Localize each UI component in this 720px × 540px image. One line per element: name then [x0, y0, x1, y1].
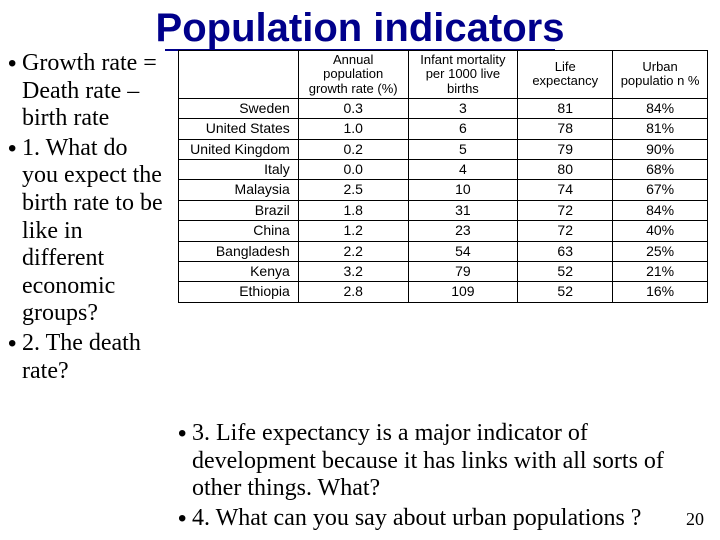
cell-value: 2.8 [298, 282, 408, 302]
cell-value: 80 [518, 160, 613, 180]
cell-value: 4 [408, 160, 518, 180]
bullet-text: 2. The death rate? [22, 330, 141, 384]
cell-value: 109 [408, 282, 518, 302]
cell-value: 81% [613, 119, 708, 139]
table-row: Kenya3.2795221% [179, 262, 708, 282]
bullet-text: 4. What can you say about urban populati… [192, 505, 641, 531]
cell-value: 6 [408, 119, 518, 139]
bullet-item: 4. What can you say about urban populati… [178, 505, 712, 533]
table-body: Sweden0.338184%United States1.067881%Uni… [179, 98, 708, 302]
table-row: United Kingdom0.257990% [179, 139, 708, 159]
cell-value: 1.2 [298, 221, 408, 241]
cell-value: 54 [408, 241, 518, 261]
cell-country: Italy [179, 160, 299, 180]
bullet-item: 3. Life expectancy is a major indicator … [178, 420, 712, 503]
cell-value: 81 [518, 98, 613, 118]
cell-value: 78 [518, 119, 613, 139]
cell-value: 0.0 [298, 160, 408, 180]
table-row: Italy0.048068% [179, 160, 708, 180]
col-header-growth: Annual population growth rate (%) [298, 51, 408, 99]
cell-value: 79 [408, 262, 518, 282]
cell-country: Brazil [179, 200, 299, 220]
cell-value: 72 [518, 221, 613, 241]
cell-value: 79 [518, 139, 613, 159]
cell-value: 52 [518, 262, 613, 282]
cell-value: 0.3 [298, 98, 408, 118]
col-header-lifeexp: Life expectancy [518, 51, 613, 99]
population-table: Annual population growth rate (%) Infant… [178, 50, 708, 303]
cell-country: Malaysia [179, 180, 299, 200]
cell-value: 74 [518, 180, 613, 200]
col-header-infant: Infant mortality per 1000 live births [408, 51, 518, 99]
cell-value: 25% [613, 241, 708, 261]
cell-value: 0.2 [298, 139, 408, 159]
cell-value: 3 [408, 98, 518, 118]
cell-value: 84% [613, 98, 708, 118]
under-table-bullets: 3. Life expectancy is a major indicator … [178, 420, 712, 534]
bullet-item: Growth rate = Death rate – birth rate [8, 50, 168, 133]
cell-value: 31 [408, 200, 518, 220]
cell-country: Sweden [179, 98, 299, 118]
cell-country: China [179, 221, 299, 241]
cell-value: 23 [408, 221, 518, 241]
cell-value: 2.5 [298, 180, 408, 200]
col-header-country [179, 51, 299, 99]
cell-value: 67% [613, 180, 708, 200]
cell-value: 40% [613, 221, 708, 241]
data-table-wrap: Annual population growth rate (%) Infant… [178, 50, 708, 303]
cell-value: 72 [518, 200, 613, 220]
table-row: Sweden0.338184% [179, 98, 708, 118]
cell-value: 1.0 [298, 119, 408, 139]
bullet-text: 3. Life expectancy is a major indicator … [192, 420, 664, 501]
bullet-item: 2. The death rate? [8, 330, 168, 385]
left-bullet-column: Growth rate = Death rate – birth rate 1.… [8, 50, 168, 387]
table-row: Bangladesh2.2546325% [179, 241, 708, 261]
table-header-row: Annual population growth rate (%) Infant… [179, 51, 708, 99]
cell-value: 52 [518, 282, 613, 302]
cell-value: 5 [408, 139, 518, 159]
table-row: Ethiopia2.81095216% [179, 282, 708, 302]
cell-country: United Kingdom [179, 139, 299, 159]
cell-country: Kenya [179, 262, 299, 282]
table-row: Brazil1.8317284% [179, 200, 708, 220]
title-text: Population indicators [156, 6, 565, 50]
cell-value: 3.2 [298, 262, 408, 282]
table-row: China1.2237240% [179, 221, 708, 241]
cell-value: 2.2 [298, 241, 408, 261]
bullet-text: Growth rate = Death rate – birth rate [22, 50, 157, 131]
table-row: United States1.067881% [179, 119, 708, 139]
table-header: Annual population growth rate (%) Infant… [179, 51, 708, 99]
cell-country: Ethiopia [179, 282, 299, 302]
cell-value: 68% [613, 160, 708, 180]
table-row: Malaysia2.5107467% [179, 180, 708, 200]
cell-value: 10 [408, 180, 518, 200]
col-header-urban: Urban populatio n % [613, 51, 708, 99]
cell-country: United States [179, 119, 299, 139]
cell-value: 16% [613, 282, 708, 302]
cell-value: 63 [518, 241, 613, 261]
cell-value: 1.8 [298, 200, 408, 220]
cell-value: 84% [613, 200, 708, 220]
cell-value: 90% [613, 139, 708, 159]
slide-title: Population indicators [0, 6, 720, 51]
cell-value: 21% [613, 262, 708, 282]
bullet-text: 1. What do you expect the birth rate to … [22, 135, 163, 327]
page-number: 20 [686, 509, 704, 530]
bullet-item: 1. What do you expect the birth rate to … [8, 135, 168, 328]
cell-country: Bangladesh [179, 241, 299, 261]
